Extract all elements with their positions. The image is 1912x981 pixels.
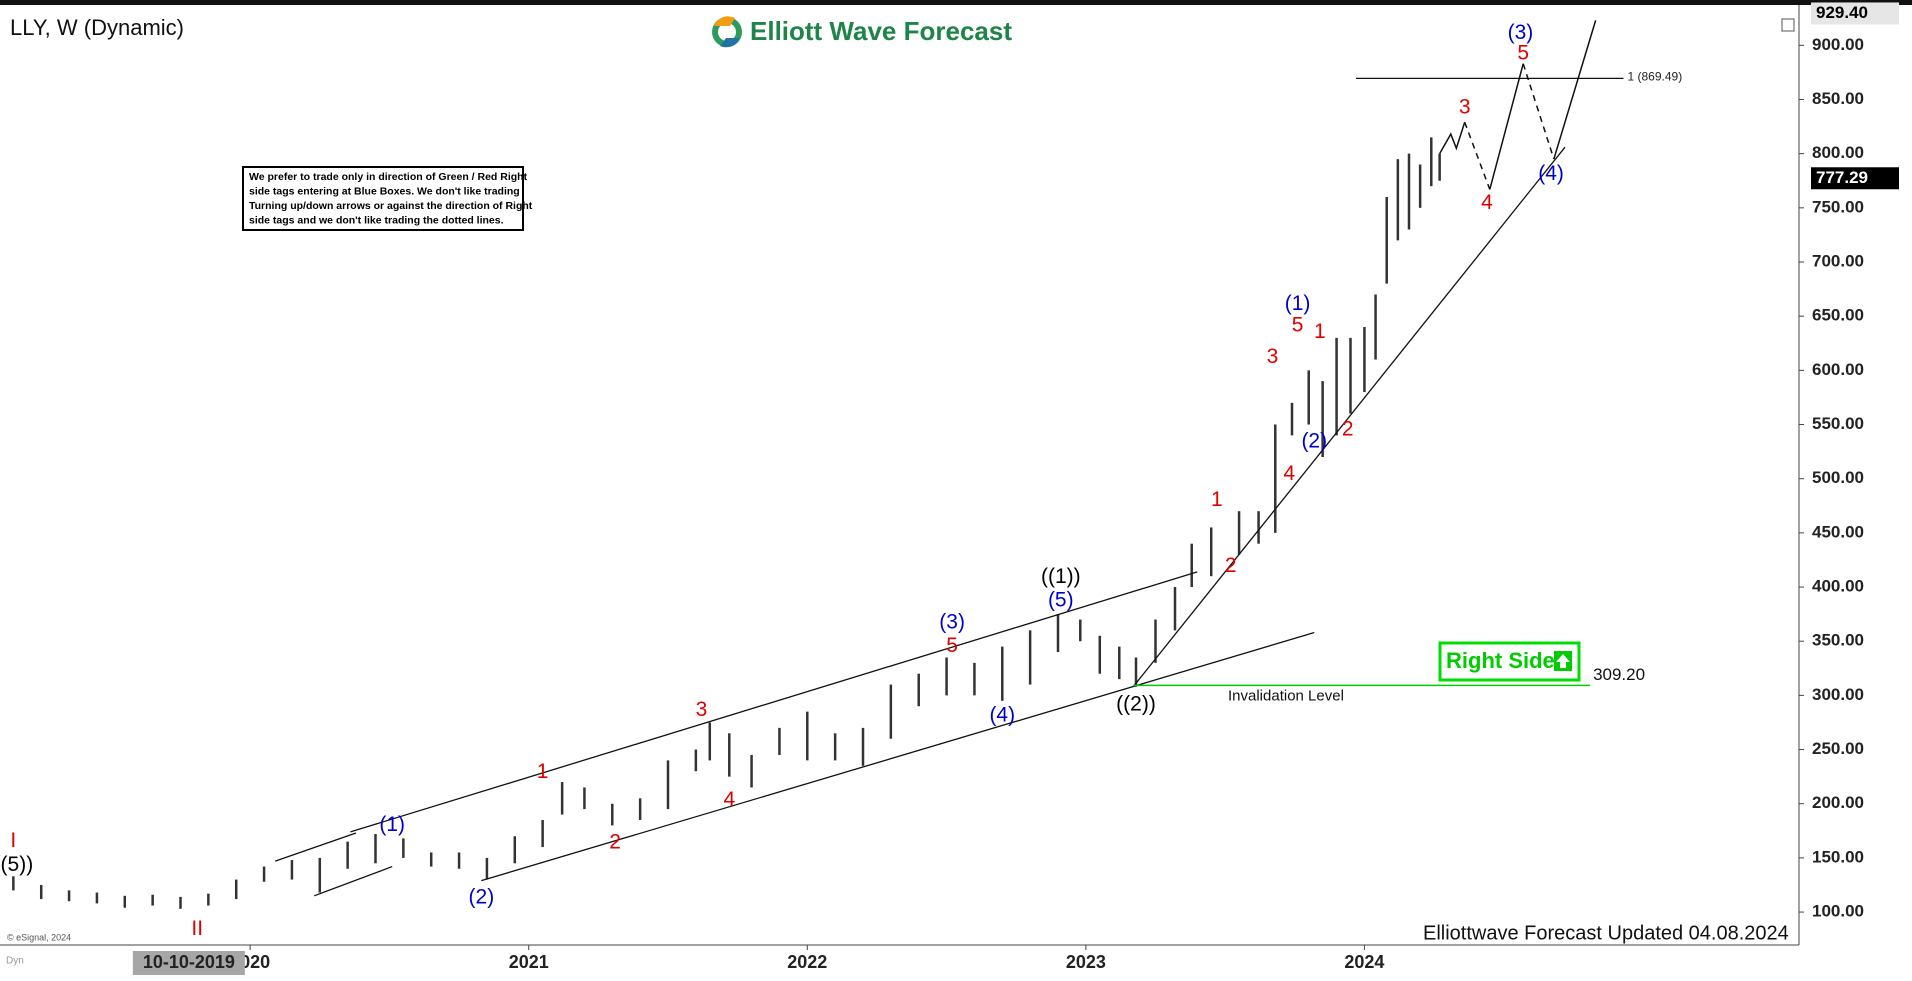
disclaimer-line: side tags entering at Blue Boxes. We don… bbox=[249, 185, 520, 197]
invalidation-text: Invalidation Level bbox=[1228, 687, 1344, 704]
trendline bbox=[1132, 146, 1566, 688]
x-tick-label: 2024 bbox=[1344, 952, 1384, 972]
projection-path bbox=[1464, 121, 1491, 190]
y-tick-label: 350.00 bbox=[1812, 631, 1864, 650]
disclaimer-frame bbox=[242, 166, 524, 231]
y-tick-label: 200.00 bbox=[1812, 793, 1864, 812]
invalidation-value: 309.20 bbox=[1593, 665, 1645, 684]
right-side-box: Right Side bbox=[1438, 641, 1581, 682]
disclaimer-box bbox=[242, 166, 524, 231]
y-tick-label: 550.00 bbox=[1812, 414, 1864, 433]
footer: Elliottwave Forecast Updated 04.08.2024 bbox=[1423, 922, 1789, 944]
price-tag-box bbox=[1811, 2, 1899, 25]
trendline bbox=[481, 631, 1315, 882]
y-tick-label: 450.00 bbox=[1812, 522, 1864, 541]
wave-label: (5) bbox=[1048, 589, 1074, 612]
wave-label: 1 bbox=[1211, 488, 1223, 511]
logo: Elliott Wave Forecast bbox=[712, 16, 1012, 48]
wave-label: 3 bbox=[1459, 96, 1471, 119]
y-tick-label: 900.00 bbox=[1812, 35, 1864, 54]
wave-label: 1 bbox=[1314, 320, 1326, 343]
wave-label: 1 bbox=[537, 760, 549, 783]
wave-label: ((1)) bbox=[1041, 565, 1081, 588]
price-tag: 777.29 bbox=[1816, 168, 1868, 187]
projection-path bbox=[1553, 20, 1597, 160]
corner-tag: Dyn bbox=[6, 956, 24, 967]
y-tick-label: 300.00 bbox=[1812, 685, 1864, 704]
wave-label: (4) bbox=[989, 704, 1015, 727]
price-tag-box bbox=[1811, 167, 1899, 190]
disclaimer-line: side tags and we don't like trading the … bbox=[249, 214, 504, 226]
wave-label: 4 bbox=[723, 788, 735, 811]
wave-label: 4 bbox=[1481, 191, 1493, 214]
projection-path bbox=[1522, 63, 1555, 160]
x-tick-label: 2021 bbox=[509, 952, 549, 972]
wave-label: 5 bbox=[1517, 42, 1529, 65]
wave-label: ((5)) bbox=[0, 853, 33, 876]
projection-path bbox=[1438, 122, 1466, 155]
window-icon[interactable] bbox=[1781, 18, 1795, 32]
trendline bbox=[350, 571, 1198, 833]
y-tick-label: 600.00 bbox=[1812, 360, 1864, 379]
logo-icon-inner bbox=[718, 23, 736, 41]
wave-label: (3) bbox=[939, 610, 965, 633]
trendline bbox=[313, 865, 393, 897]
wave-label: (2) bbox=[469, 886, 495, 909]
disclaimer-line: We prefer to trade only in direction of … bbox=[249, 171, 528, 183]
wave-label: 2 bbox=[1342, 417, 1354, 440]
price-tag: 929.40 bbox=[1816, 3, 1868, 22]
wave-label: 5 bbox=[1292, 313, 1304, 336]
y-tick-label: 700.00 bbox=[1812, 251, 1864, 270]
y-tick-label: 400.00 bbox=[1812, 577, 1864, 596]
wave-label: (1) bbox=[1285, 292, 1311, 315]
y-tick-label: 500.00 bbox=[1812, 468, 1864, 487]
wave-label: 2 bbox=[609, 830, 621, 853]
logo-icon-swoosh bbox=[720, 38, 740, 48]
up-arrow bbox=[1556, 654, 1570, 668]
logo-icon-swoosh bbox=[714, 16, 735, 26]
y-tick-label: 850.00 bbox=[1812, 89, 1864, 108]
wave-label: (4) bbox=[1538, 162, 1564, 185]
y-tick-label: 250.00 bbox=[1812, 739, 1864, 758]
y-tick-label: 650.00 bbox=[1812, 306, 1864, 325]
projection-path bbox=[1489, 63, 1524, 190]
trendline bbox=[275, 832, 357, 862]
top-border bbox=[0, 0, 1912, 5]
wave-label: (1) bbox=[379, 813, 405, 836]
wave-label: 3 bbox=[696, 698, 708, 721]
chart-title: LLY, W (Dynamic) bbox=[10, 15, 184, 40]
wave-label: I bbox=[10, 829, 16, 852]
wave-label: (2) bbox=[1301, 429, 1327, 452]
y-tick-label: 750.00 bbox=[1812, 197, 1864, 216]
wave-label: ((2)) bbox=[1116, 693, 1156, 716]
wave-label: 5 bbox=[946, 634, 958, 657]
y-tick-label: 800.00 bbox=[1812, 143, 1864, 162]
right-side-label: Right Side bbox=[1446, 648, 1555, 673]
crosshair-date: 10-10-2019 bbox=[143, 952, 235, 972]
y-tick-label: 100.00 bbox=[1812, 902, 1864, 921]
wave-label: (3) bbox=[1508, 21, 1534, 44]
wave-label: II bbox=[191, 917, 203, 940]
wave-label: 2 bbox=[1225, 554, 1237, 577]
fib-level-label: 1 (869.49) bbox=[1628, 70, 1683, 84]
wave-label: 4 bbox=[1283, 462, 1295, 485]
disclaimer-line: Turning up/down arrows or against the di… bbox=[249, 200, 533, 212]
copyright: © eSignal, 2024 bbox=[7, 932, 71, 942]
crosshair-date-box bbox=[132, 951, 245, 975]
brand: Elliott Wave Forecast bbox=[750, 16, 1012, 46]
y-tick-label: 150.00 bbox=[1812, 847, 1864, 866]
x-tick-label: 2022 bbox=[787, 952, 827, 972]
wave-label: 3 bbox=[1267, 345, 1279, 368]
x-tick-label: 2023 bbox=[1066, 952, 1106, 972]
